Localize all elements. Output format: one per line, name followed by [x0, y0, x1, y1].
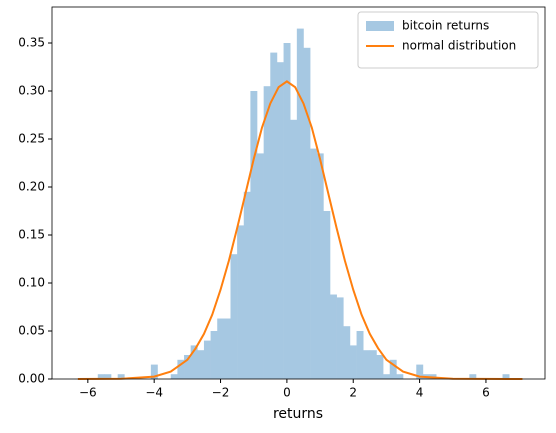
- y-tick-label: 0.00: [18, 372, 45, 386]
- histogram-bar: [177, 359, 185, 379]
- histogram-bar: [237, 225, 245, 379]
- x-tick-label: 4: [416, 386, 424, 400]
- histogram-bar: [190, 345, 198, 379]
- histogram-bar: [117, 374, 125, 379]
- x-tick-label: −4: [145, 386, 163, 400]
- histogram-bar: [383, 374, 391, 379]
- histogram-bar: [270, 52, 278, 379]
- x-tick-label: 6: [482, 386, 490, 400]
- y-tick-label: 0.10: [18, 276, 45, 290]
- histogram-bar: [223, 318, 231, 379]
- histogram-bar: [210, 331, 218, 379]
- plot-frame: [51, 6, 546, 380]
- histogram-bar: [230, 254, 238, 379]
- histogram-bar: [369, 350, 377, 379]
- histogram-bar: [310, 148, 318, 379]
- histogram-bar: [104, 374, 112, 379]
- histogram-bar: [257, 153, 264, 379]
- histogram-bar: [469, 374, 477, 379]
- line: [77, 80, 523, 380]
- x-tick-label: −6: [79, 386, 97, 400]
- histogram-bar: [184, 355, 191, 379]
- x-tick-label: 2: [349, 386, 357, 400]
- histogram-bar: [416, 364, 424, 379]
- histogram-bar: [296, 28, 304, 379]
- y-tick-label: 0.30: [18, 84, 45, 98]
- histogram-bar: [197, 350, 205, 379]
- histogram-bar: [336, 297, 344, 379]
- histogram-bar: [97, 374, 105, 379]
- histogram-bar: [349, 345, 357, 379]
- histogram-bar: [250, 91, 258, 379]
- histogram-bar: [363, 350, 371, 379]
- y-tick-label: 0.20: [18, 180, 45, 194]
- histogram-bar: [150, 364, 158, 379]
- y-tick-label: 0.35: [18, 36, 45, 50]
- legend-box: [357, 11, 539, 69]
- x-tick-label: −2: [212, 386, 230, 400]
- histogram-bar: [243, 191, 251, 379]
- histogram-bar: [290, 119, 298, 380]
- y-tick-label: 0.15: [18, 228, 45, 242]
- histogram-bar: [170, 374, 178, 379]
- histogram-bar: [389, 359, 397, 379]
- legend-label: bitcoin returns: [402, 19, 489, 33]
- histogram-bar: [323, 211, 331, 379]
- y-tick-label: 0.05: [18, 324, 45, 338]
- histogram-bar: [396, 374, 404, 379]
- histogram-bar: [283, 43, 291, 379]
- legend-label: normal distribution: [402, 39, 516, 53]
- histogram-bar: [303, 47, 311, 380]
- histogram-bar: [330, 294, 337, 379]
- histogram-bar: [356, 331, 364, 379]
- histogram-bar: [263, 86, 271, 379]
- y-tick-label: 0.25: [18, 132, 45, 146]
- histogram-bar: [343, 326, 351, 379]
- x-axis-label: returns: [273, 406, 323, 422]
- legend-swatch: [366, 21, 394, 31]
- histogram-bar: [276, 62, 284, 379]
- histogram-bar: [502, 374, 510, 379]
- histogram-bar: [316, 153, 324, 379]
- histogram-bar: [203, 340, 211, 379]
- x-tick-label: 0: [283, 386, 291, 400]
- histogram-bar: [217, 318, 225, 379]
- histogram-bar: [376, 355, 384, 379]
